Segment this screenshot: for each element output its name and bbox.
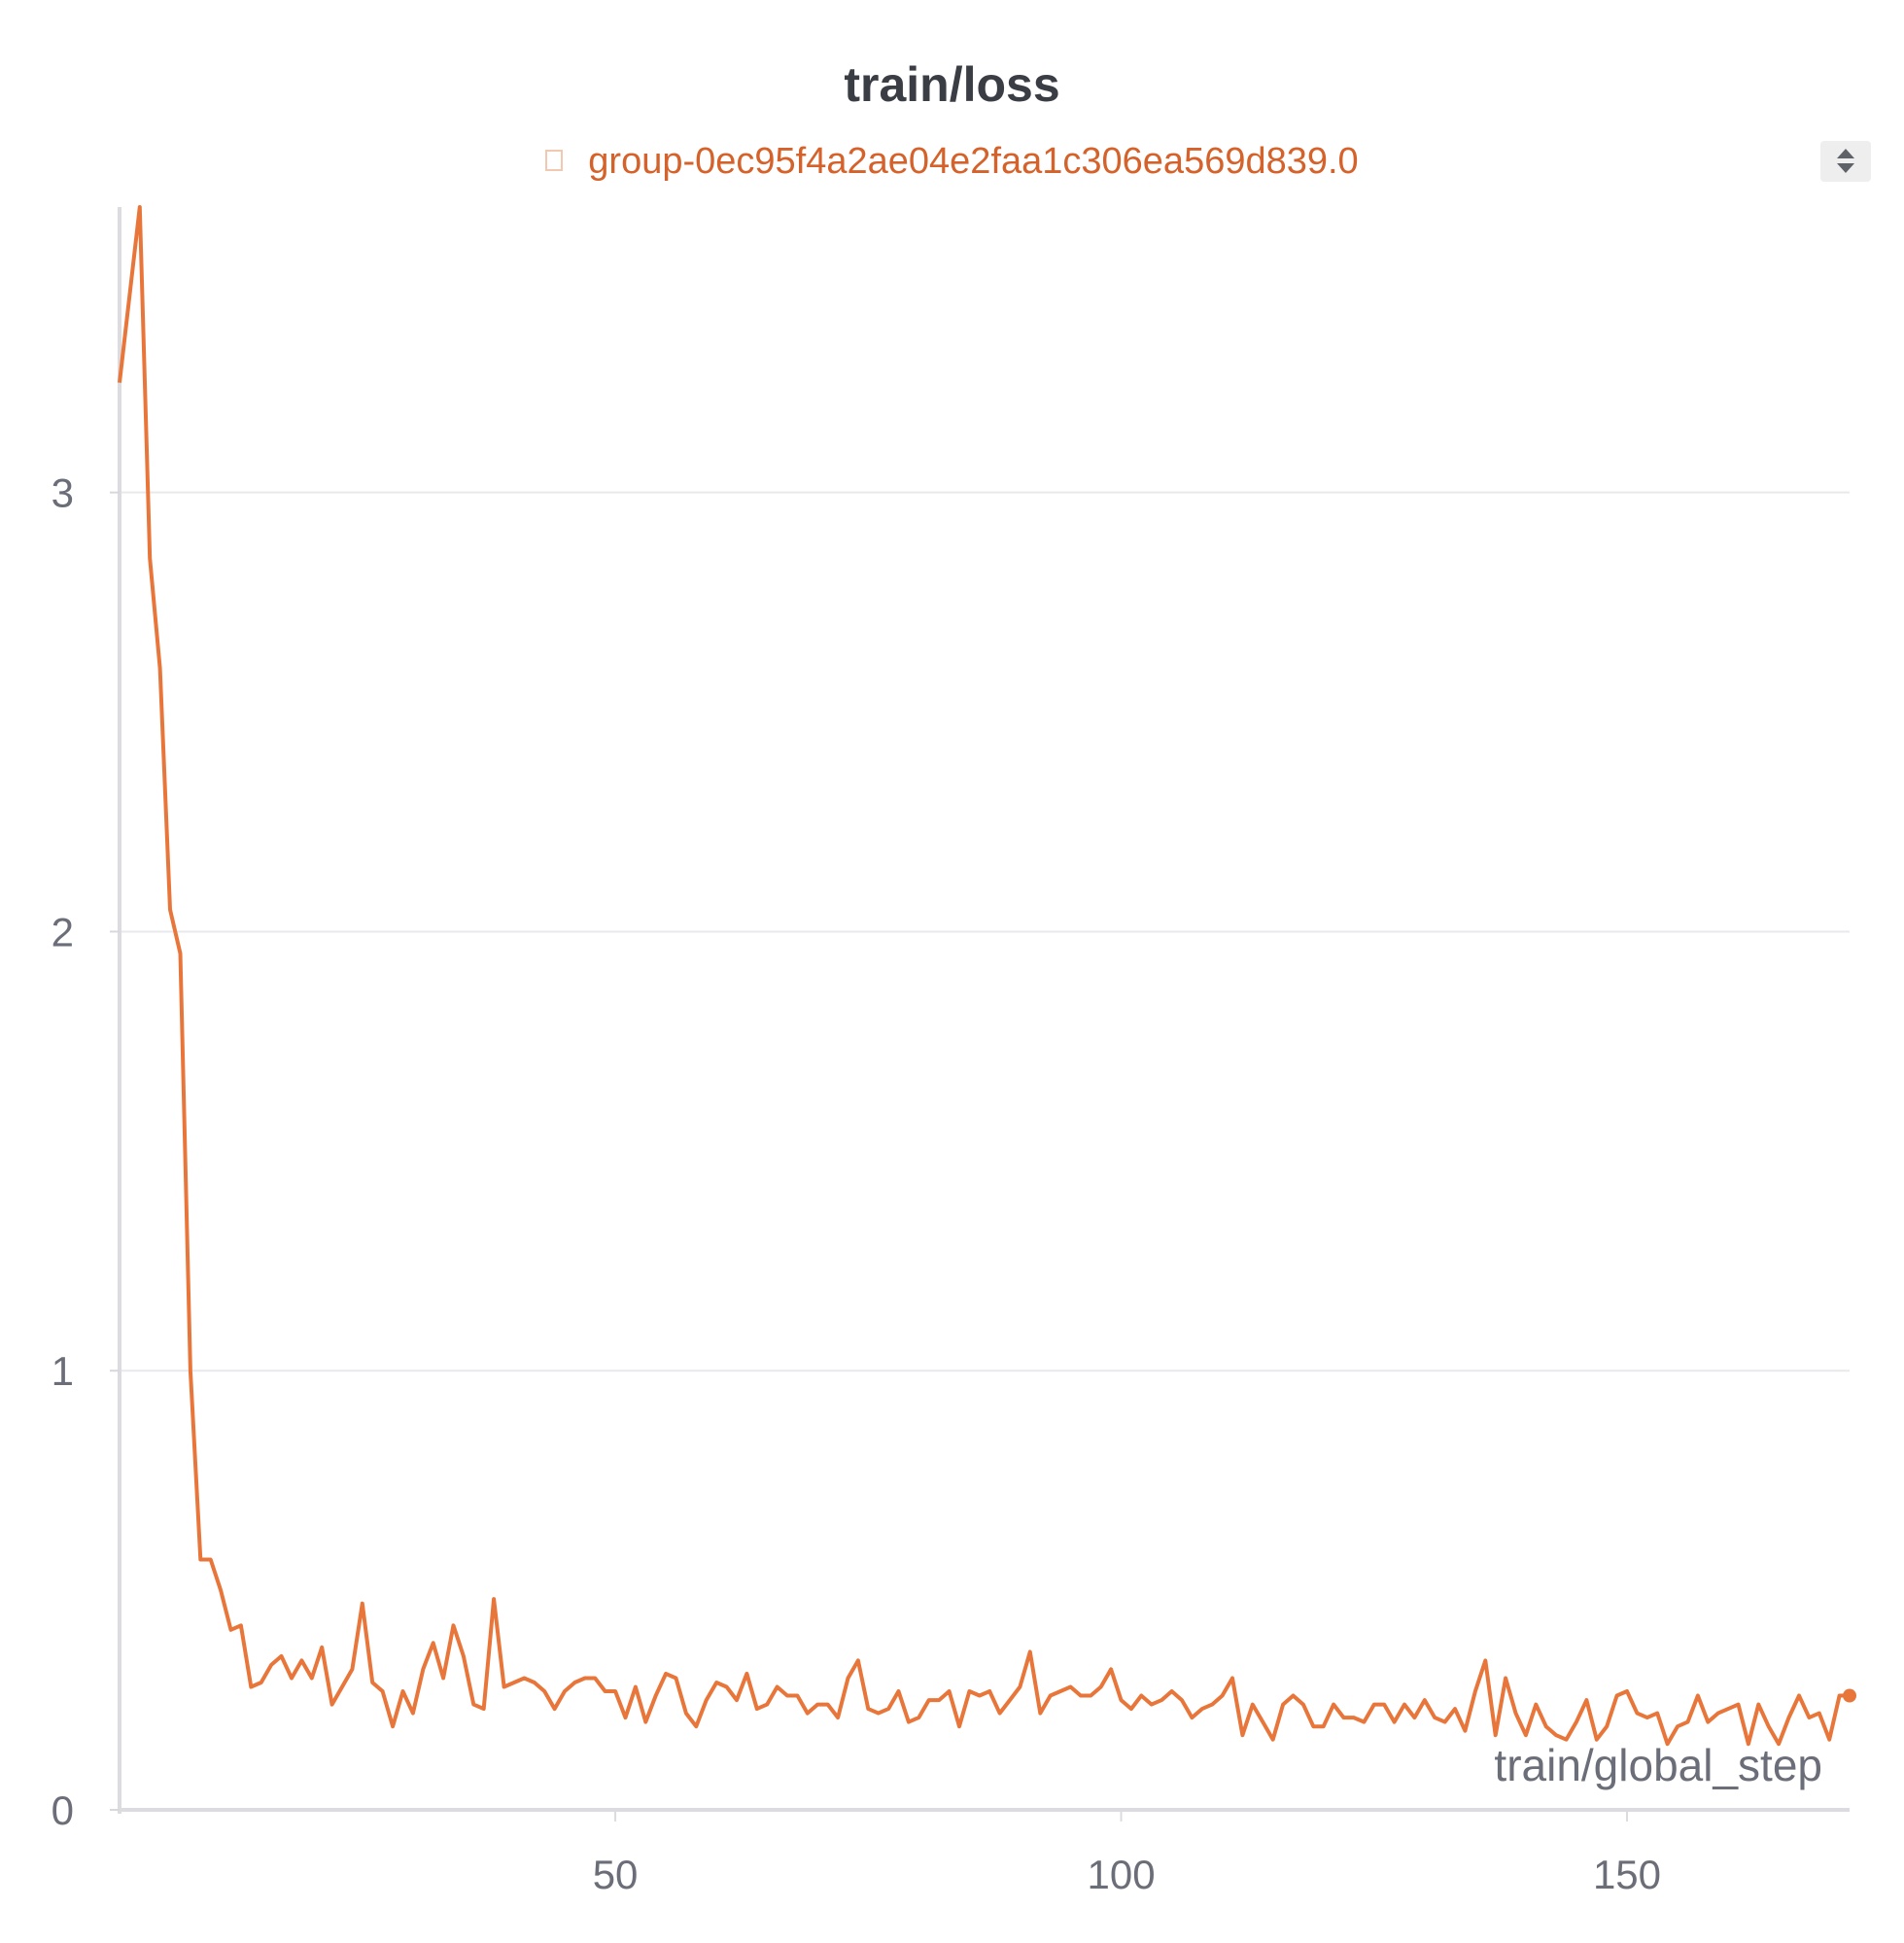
legend-swatch <box>545 150 564 171</box>
y-axis-ticks: 0 1 2 3 <box>52 470 120 1833</box>
chart-title: train/loss <box>844 57 1060 112</box>
x-tick-label: 100 <box>1087 1852 1155 1897</box>
arrow-up-icon <box>1837 149 1854 158</box>
series-last-point <box>1843 1688 1856 1703</box>
arrow-down-icon <box>1837 163 1854 173</box>
x-axis-ticks: 50 100 150 <box>593 1810 1661 1897</box>
legend-entry-label: group-0ec95f4a2ae04e2faa1c306ea569d839.0 <box>588 141 1359 182</box>
legend[interactable]: group-0ec95f4a2ae04e2faa1c306ea569d839.0 <box>0 141 1904 183</box>
series-line <box>118 205 1850 1747</box>
y-tick-label: 1 <box>52 1348 74 1394</box>
sort-arrows-icon[interactable] <box>1820 141 1871 182</box>
x-tick-label: 50 <box>593 1852 639 1897</box>
y-tick-label: 3 <box>52 470 74 516</box>
series-layer <box>118 205 1856 1747</box>
y-tick-label: 2 <box>52 909 74 954</box>
axes <box>118 207 1850 1814</box>
y-tick-label: 0 <box>52 1787 74 1833</box>
gridlines <box>120 491 1850 1372</box>
x-axis-label: train/global_step <box>1494 1740 1822 1790</box>
x-tick-label: 150 <box>1593 1852 1661 1897</box>
